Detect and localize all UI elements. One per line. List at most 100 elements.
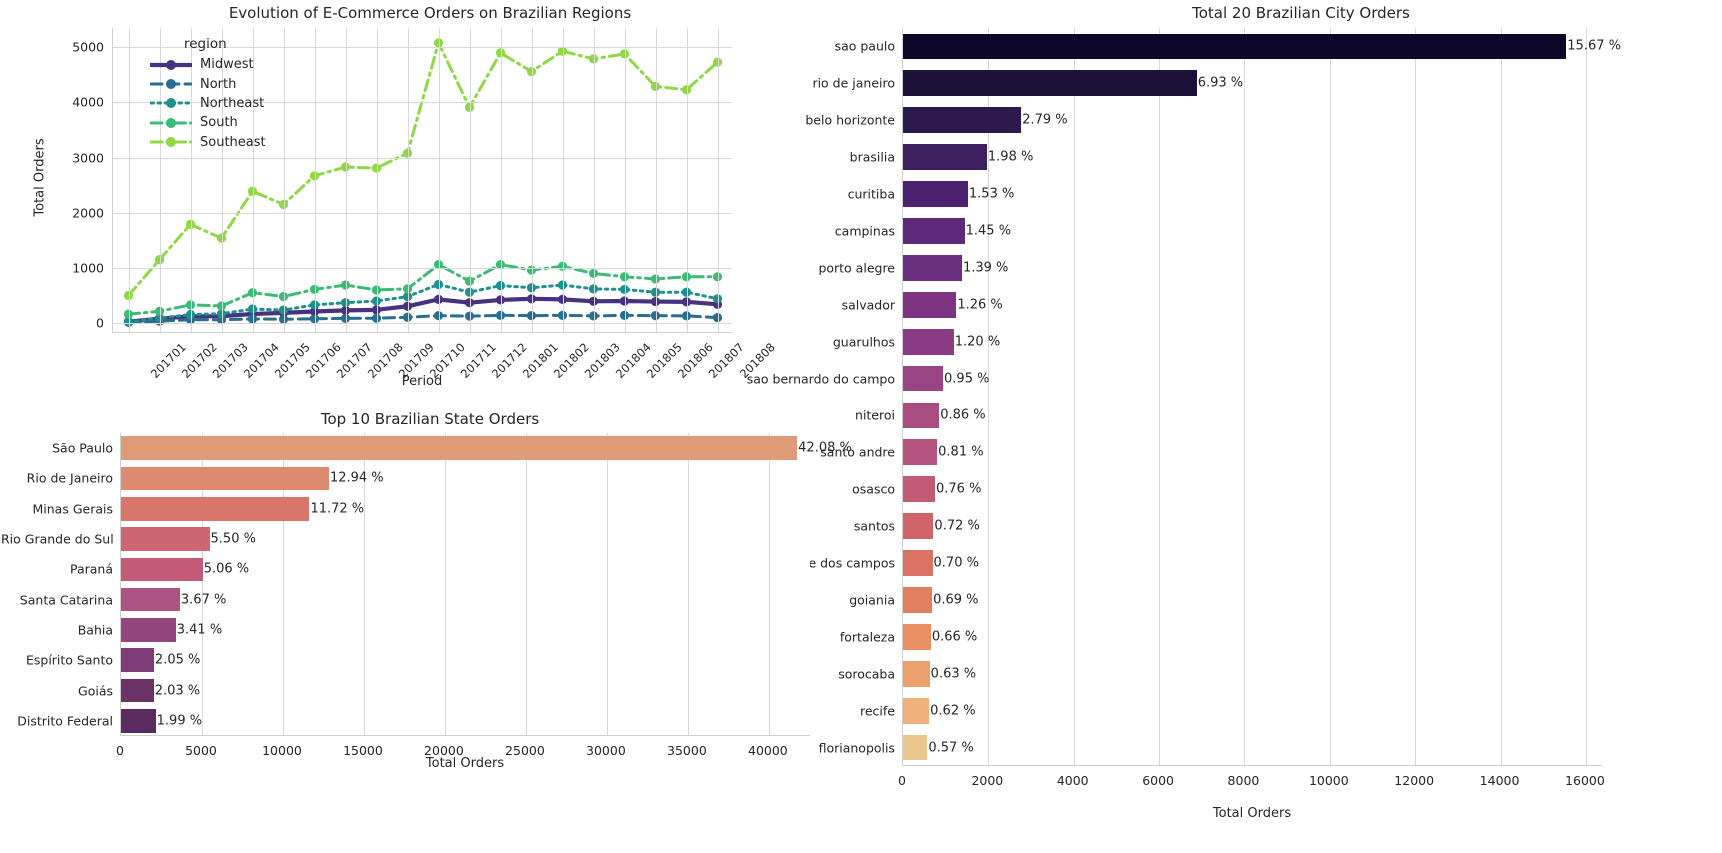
city-chart-bar-value: 0.76 % bbox=[936, 481, 982, 497]
state-chart-gridline bbox=[525, 433, 527, 735]
city-chart-bar-value: 0.63 % bbox=[930, 666, 977, 682]
line-chart-y-tick: 3000 bbox=[72, 150, 104, 166]
state-chart-category-label: Distrito Federal bbox=[17, 713, 113, 729]
city-chart-x-tick: 4000 bbox=[1056, 773, 1089, 788]
legend-label-midwest: Midwest bbox=[200, 57, 254, 73]
line-chart-gridline-v bbox=[159, 28, 161, 332]
state-chart-category-label: Goiás bbox=[78, 683, 113, 699]
city-chart-gridline bbox=[988, 28, 990, 765]
state-chart-gridline bbox=[606, 433, 608, 735]
city-chart-bar-value: 0.81 % bbox=[938, 444, 984, 460]
state-chart-panel: Top 10 Brazilian State Orders São Paulo R… bbox=[0, 400, 860, 853]
line-chart-gridline-v bbox=[686, 28, 688, 332]
city-chart-bar-value: 0.72 % bbox=[934, 518, 980, 534]
line-series-midwest bbox=[123, 294, 723, 327]
line-chart-gridline-v bbox=[128, 28, 130, 332]
legend-swatch-northeast bbox=[149, 95, 193, 111]
state-chart-bar bbox=[121, 466, 329, 491]
city-chart-category-label: curitiba bbox=[847, 186, 895, 202]
line-chart-gridline-v bbox=[376, 28, 378, 332]
state-chart-x-tick: 25000 bbox=[505, 743, 545, 758]
city-chart-gridline bbox=[1500, 28, 1502, 765]
line-chart-y-tick: 1000 bbox=[72, 260, 104, 276]
city-chart-category-label: sorocaba bbox=[838, 666, 895, 682]
city-chart-bar bbox=[903, 144, 987, 171]
line-chart-y-tick: 0 bbox=[96, 315, 104, 331]
state-chart-category-label: Santa Catarina bbox=[19, 592, 113, 608]
city-chart-bar-value: 0.70 % bbox=[933, 555, 979, 571]
line-chart-gridline-v bbox=[624, 28, 626, 332]
city-chart-bar bbox=[903, 697, 930, 724]
line-chart-x-axis-label: Period bbox=[401, 374, 443, 389]
line-chart-gridline-h bbox=[113, 47, 732, 49]
city-chart-x-tick: 12000 bbox=[1394, 773, 1435, 788]
line-data-point bbox=[340, 298, 351, 308]
state-chart-bar bbox=[121, 436, 798, 460]
state-chart-plot-area bbox=[120, 433, 810, 736]
state-chart-bar bbox=[121, 527, 210, 551]
city-chart-bar-value: 6.93 % bbox=[1197, 75, 1244, 91]
state-chart-bar-value: 3.67 % bbox=[180, 592, 227, 608]
city-chart-category-label: campinas bbox=[834, 223, 895, 239]
state-chart-gridline bbox=[768, 433, 770, 735]
city-chart-bar bbox=[903, 33, 1567, 60]
state-chart-bar-value: 42.08 % bbox=[798, 440, 852, 456]
line-data-point bbox=[278, 314, 289, 324]
legend-swatch-south bbox=[149, 115, 193, 131]
line-chart-gridline-v bbox=[500, 28, 502, 332]
city-chart-bar bbox=[903, 513, 934, 540]
line-chart-gridline-v bbox=[283, 28, 285, 332]
city-chart-bar bbox=[903, 328, 954, 355]
city-chart-bar-value: 1.20 % bbox=[954, 334, 1001, 350]
line-chart-gridline-v bbox=[469, 28, 471, 332]
line-chart-gridline-h bbox=[113, 102, 732, 104]
legend-item-northeast: Northeast bbox=[149, 94, 266, 113]
city-chart-bar bbox=[903, 587, 933, 613]
line-chart-y-tick: 5000 bbox=[72, 39, 104, 55]
city-chart-bar-value: 0.57 % bbox=[928, 740, 974, 756]
line-chart-gridline-h bbox=[113, 157, 732, 159]
city-chart-category-label: guarulhos bbox=[832, 334, 895, 350]
state-chart-bar-value: 3.41 % bbox=[176, 622, 223, 638]
city-chart-bar-value: 0.62 % bbox=[930, 703, 976, 719]
city-chart-x-tick: 14000 bbox=[1479, 773, 1520, 788]
state-chart-category-label: São Paulo bbox=[52, 440, 113, 456]
city-chart-x-tick: 2000 bbox=[971, 773, 1004, 788]
line-data-point bbox=[309, 284, 320, 295]
city-chart-bar bbox=[903, 402, 940, 429]
city-chart-plot-area bbox=[902, 28, 1602, 766]
city-chart-x-tick: 0 bbox=[898, 773, 906, 788]
line-data-point bbox=[247, 314, 258, 324]
city-chart-bar bbox=[903, 623, 931, 650]
city-chart-bar bbox=[903, 70, 1197, 97]
city-chart-bar-value: 1.39 % bbox=[962, 260, 1009, 276]
line-data-point bbox=[340, 305, 351, 315]
city-chart-bar-value: 1.53 % bbox=[968, 186, 1015, 202]
line-chart-gridline-v bbox=[252, 28, 254, 332]
legend-label-northeast: Northeast bbox=[200, 95, 265, 111]
state-chart-bar bbox=[121, 587, 180, 612]
city-chart-category-label: fortaleza bbox=[839, 629, 895, 645]
line-chart-y-tick: 2000 bbox=[72, 205, 104, 221]
line-chart-gridline-v bbox=[314, 28, 316, 332]
city-chart-x-tick: 8000 bbox=[1227, 773, 1260, 788]
line-chart-gridline-h bbox=[113, 267, 732, 269]
city-chart-bar bbox=[903, 181, 968, 207]
legend-title: region bbox=[184, 36, 227, 52]
legend-swatch-southeast bbox=[149, 134, 193, 150]
city-chart-category-label: goiania bbox=[849, 592, 895, 608]
line-chart-gridline-v bbox=[438, 28, 440, 332]
line-chart-gridline-v bbox=[190, 28, 192, 332]
line-data-point bbox=[309, 300, 320, 310]
line-data-point bbox=[340, 280, 351, 290]
line-chart-gridline-v bbox=[531, 28, 533, 332]
city-chart-x-tick: 6000 bbox=[1142, 773, 1174, 788]
state-chart-x-tick: 10000 bbox=[262, 743, 302, 758]
state-chart-category-label: Rio de Janeiro bbox=[26, 470, 113, 486]
state-chart-title: Top 10 Brazilian State Orders bbox=[320, 410, 540, 428]
state-chart-bar bbox=[121, 618, 176, 642]
city-chart-gridline bbox=[1329, 28, 1331, 765]
state-chart-bar-value: 5.50 % bbox=[210, 531, 256, 547]
city-chart-category-label: sao paulo bbox=[834, 38, 895, 54]
legend-label-southeast: Southeast bbox=[200, 134, 266, 150]
